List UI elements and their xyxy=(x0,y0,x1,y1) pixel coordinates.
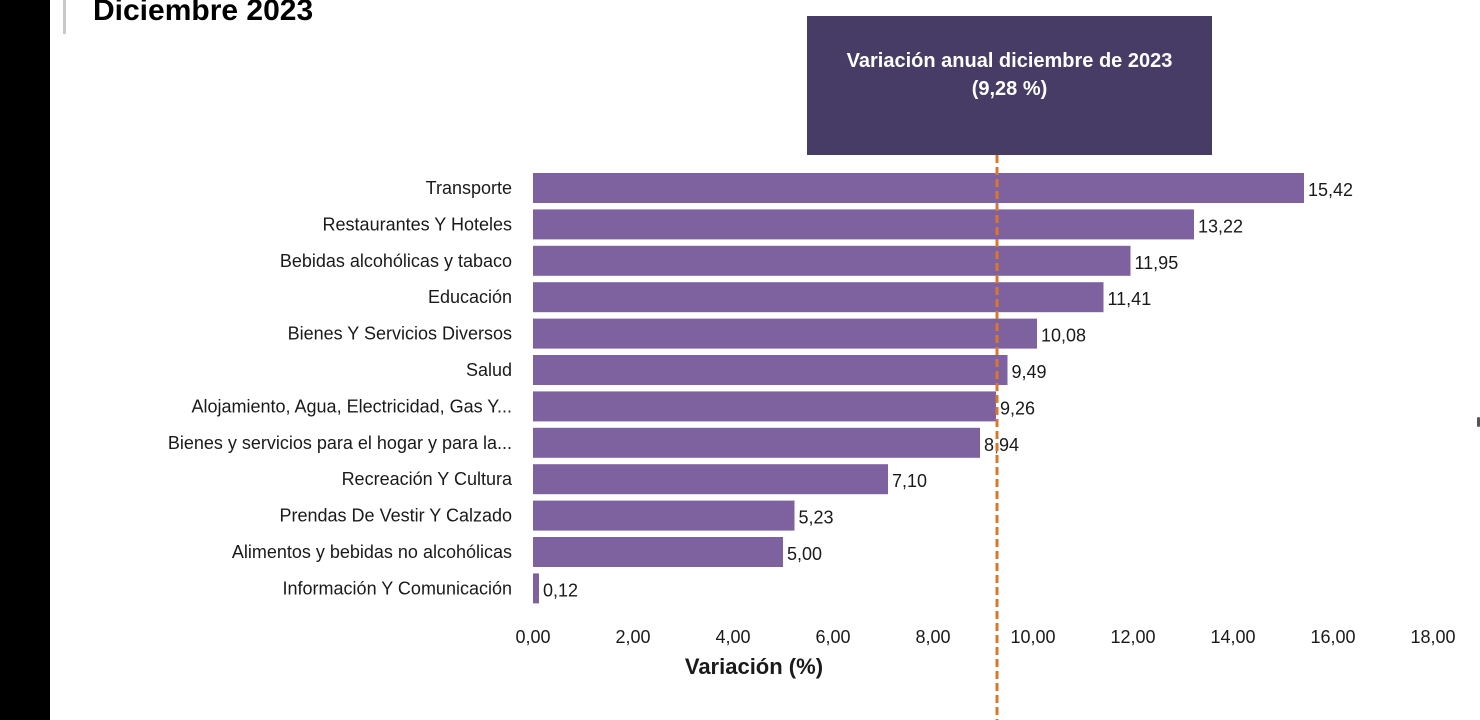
x-tick-label: 18,00 xyxy=(1410,627,1455,647)
bar xyxy=(533,245,1131,276)
category-label: Transporte xyxy=(426,178,512,198)
category-label: Alimentos y bebidas no alcohólicas xyxy=(232,542,512,562)
x-tick-label: 2,00 xyxy=(615,627,650,647)
data-label: 5,00 xyxy=(787,544,822,564)
bar xyxy=(533,537,783,567)
category-label: Alojamiento, Agua, Electricidad, Gas Y..… xyxy=(191,396,512,416)
bar xyxy=(533,173,1304,203)
bar xyxy=(533,573,539,604)
category-label: Salud xyxy=(466,360,512,380)
data-label: 15,42 xyxy=(1308,180,1353,200)
data-label: 11,41 xyxy=(1108,289,1152,309)
x-tick-label: 4,00 xyxy=(715,627,750,647)
bar xyxy=(533,500,795,531)
left-black-border xyxy=(0,0,50,720)
bar xyxy=(533,427,980,458)
data-label: 11,95 xyxy=(1135,253,1179,273)
data-label: 10,08 xyxy=(1041,326,1086,346)
x-tick-label: 14,00 xyxy=(1210,627,1255,647)
category-label: Restaurantes Y Hoteles xyxy=(323,214,512,234)
callout-line-1: Variación anual diciembre de 2023 xyxy=(846,49,1173,72)
data-label: 5,23 xyxy=(799,508,834,528)
bar xyxy=(533,282,1104,313)
bar xyxy=(533,355,1008,385)
x-tick-label: 6,00 xyxy=(815,627,850,647)
category-label: Recreación Y Cultura xyxy=(342,469,513,489)
data-label: 0,12 xyxy=(543,580,578,600)
category-label: Prendas De Vestir Y Calzado xyxy=(280,506,512,526)
data-label: 9,49 xyxy=(1012,362,1047,382)
category-label: Educación xyxy=(428,287,512,307)
category-label: Bienes Y Servicios Diversos xyxy=(288,324,512,344)
x-axis-title: Variación (%) xyxy=(685,654,823,679)
annual-variation-callout: Variación anual diciembre de 2023 (9,28 … xyxy=(807,16,1212,155)
bar xyxy=(533,464,888,495)
callout-line-2: (9,28 %) xyxy=(971,77,1048,100)
category-label: Información Y Comunicación xyxy=(283,578,512,598)
edge-mark xyxy=(1477,417,1480,427)
data-label: 13,22 xyxy=(1198,216,1243,236)
bar xyxy=(533,318,1037,349)
x-tick-label: 10,00 xyxy=(1010,627,1055,647)
bar xyxy=(533,209,1194,240)
page-title: Diciembre 2023 xyxy=(93,0,314,27)
category-label: Bienes y servicios para el hogar y para … xyxy=(168,433,512,453)
x-tick-label: 8,00 xyxy=(915,627,950,647)
data-label: 7,10 xyxy=(892,471,927,491)
x-tick-label: 0,00 xyxy=(515,627,550,647)
bar xyxy=(533,391,996,422)
title-rule xyxy=(63,0,66,34)
x-tick-label: 12,00 xyxy=(1110,627,1155,647)
category-label: Bebidas alcohólicas y tabaco xyxy=(280,251,512,271)
data-label: 9,26 xyxy=(1000,398,1035,418)
x-tick-label: 16,00 xyxy=(1310,627,1355,647)
data-label: 8,94 xyxy=(984,435,1019,455)
